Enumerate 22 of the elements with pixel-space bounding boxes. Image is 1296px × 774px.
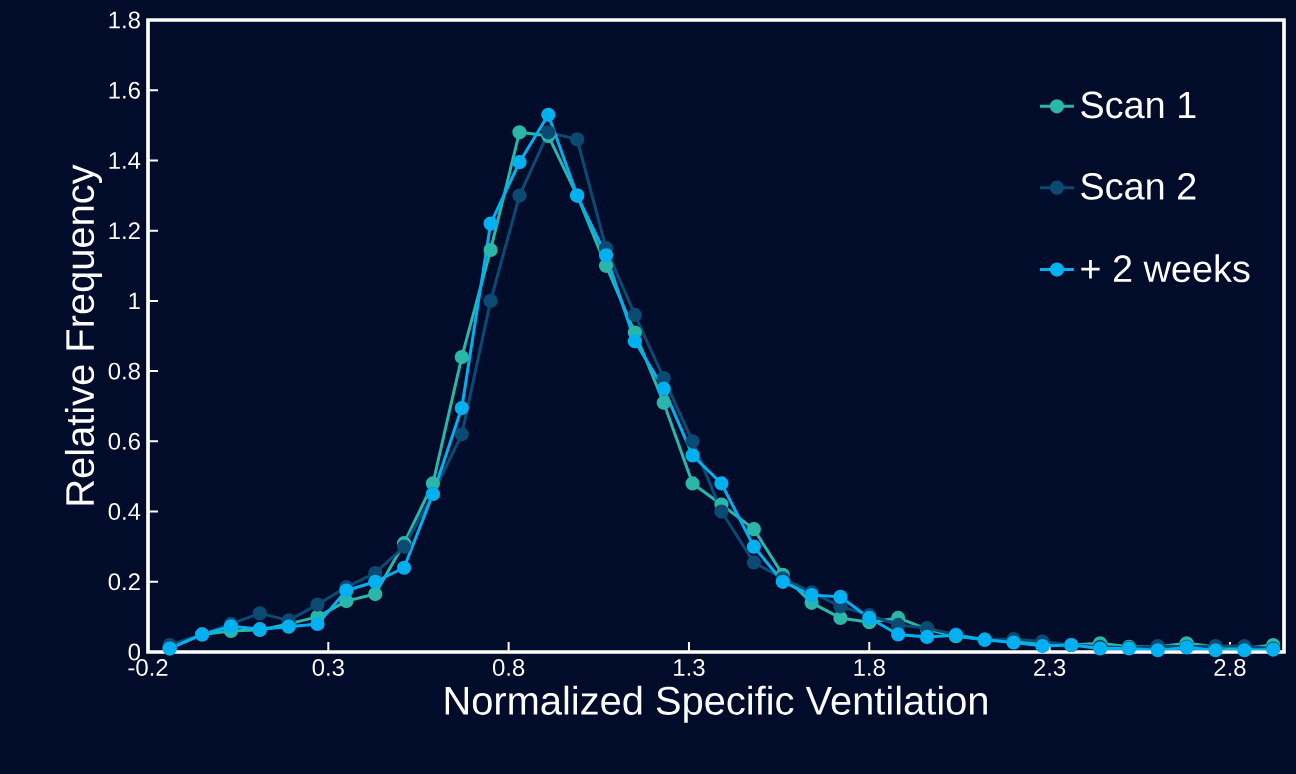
x-tick-label: -0.2 (128, 659, 168, 676)
x-tick-label: 0.8 (492, 659, 525, 676)
y-tick-label: 1.2 (109, 222, 140, 240)
y-tick-label: 0.6 (108, 432, 140, 450)
x-axis-title: Normalized Specific Ventilation (445, 685, 987, 723)
x-tick-label: 2.3 (1034, 659, 1066, 676)
y-tick-label: 0 (128, 643, 141, 661)
y-tick-label: 1.8 (109, 11, 140, 29)
y-tick-label: 0.2 (108, 573, 140, 591)
x-tick-label: 1.8 (854, 659, 885, 676)
x-tick-label: 1.3 (674, 659, 705, 676)
y-tick-label: 1 (129, 292, 140, 310)
x-tick-label: 0.3 (312, 659, 344, 676)
y-tick-label: 0.4 (108, 503, 141, 520)
y-axis-title: Relative Frequency (64, 164, 103, 505)
legend-label: + 2 weeks (1081, 254, 1250, 283)
y-tick-label: 1.6 (109, 81, 140, 99)
y-tick-label: 0.8 (108, 362, 140, 380)
legend-label: Scan 1 (1081, 91, 1196, 119)
legend-label: Scan 2 (1081, 172, 1196, 200)
x-tick-label: 2.8 (1214, 659, 1246, 676)
y-tick-label: 1.4 (109, 152, 141, 169)
